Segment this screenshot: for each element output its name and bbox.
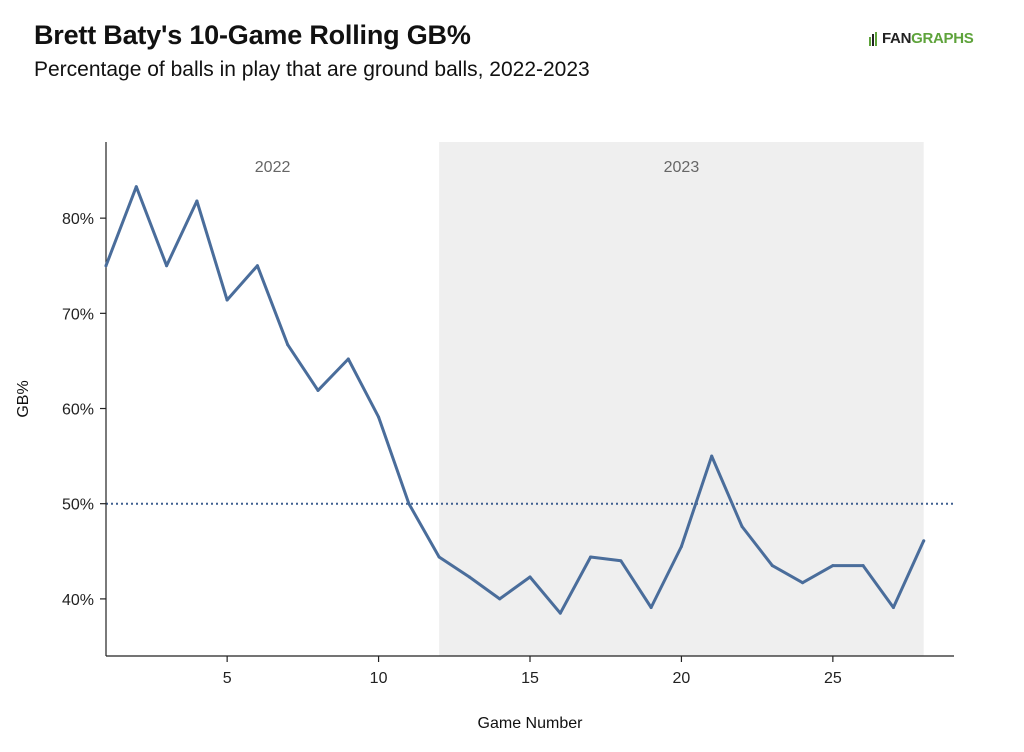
- axes: [100, 142, 954, 662]
- x-tick-label-10: 10: [370, 670, 388, 687]
- data-point-15: [528, 575, 532, 579]
- chart-subtitle: Percentage of balls in play that are gro…: [34, 58, 590, 81]
- period-shade-2023: [439, 142, 924, 656]
- y-axis-title: GB%: [15, 380, 32, 417]
- x-tick-label-20: 20: [673, 670, 691, 687]
- y-tick-label-60: 60%: [62, 402, 94, 419]
- data-point-1: [104, 264, 108, 268]
- data-point-24: [801, 581, 805, 585]
- x-tick-label-25: 25: [824, 670, 842, 687]
- period-label-2022: 2022: [255, 159, 291, 176]
- data-point-4: [195, 199, 199, 203]
- x-tick-label-5: 5: [223, 670, 232, 687]
- data-point-25: [831, 564, 835, 568]
- data-point-20: [679, 545, 683, 549]
- batter-icon: [869, 31, 877, 46]
- x-axis-title: Game Number: [478, 715, 584, 732]
- fangraphs-logo: FAN GRAPHS: [868, 30, 974, 47]
- period-shading: [439, 142, 924, 656]
- data-point-16: [558, 611, 562, 615]
- data-point-19: [649, 605, 653, 609]
- data-point-26: [861, 564, 865, 568]
- data-point-9: [346, 357, 350, 361]
- chart-title: Brett Baty's 10-Game Rolling GB%: [34, 20, 471, 50]
- data-point-21: [710, 454, 714, 458]
- data-point-27: [891, 605, 895, 609]
- data-point-11: [407, 502, 411, 506]
- logo-text-fan: FAN: [882, 30, 912, 47]
- labels-layer: 2022 2023 5 10 15 20 25 40% 50% 60% 70% 80% Game Num…: [15, 159, 842, 732]
- data-point-28: [922, 539, 926, 543]
- data-point-2: [134, 185, 138, 189]
- data-point-3: [165, 264, 169, 268]
- data-point-6: [255, 264, 259, 268]
- y-tick-label-70: 70%: [62, 306, 94, 323]
- y-tick-label-50: 50%: [62, 497, 94, 514]
- x-tick-label-15: 15: [521, 670, 539, 687]
- series-line-0: [104, 185, 926, 615]
- data-point-7: [286, 343, 290, 347]
- data-point-13: [467, 575, 471, 579]
- logo-text-graphs: GRAPHS: [911, 30, 974, 47]
- period-label-2023: 2023: [664, 159, 700, 176]
- data-point-22: [740, 525, 744, 529]
- data-point-8: [316, 388, 320, 392]
- series-layer: [104, 185, 926, 615]
- data-point-5: [225, 298, 229, 302]
- data-point-10: [377, 415, 381, 419]
- data-point-14: [498, 597, 502, 601]
- data-point-12: [437, 555, 441, 559]
- y-tick-label-40: 40%: [62, 592, 94, 609]
- data-point-23: [770, 564, 774, 568]
- y-tick-label-80: 80%: [62, 211, 94, 228]
- data-point-18: [619, 559, 623, 563]
- data-point-17: [589, 555, 593, 559]
